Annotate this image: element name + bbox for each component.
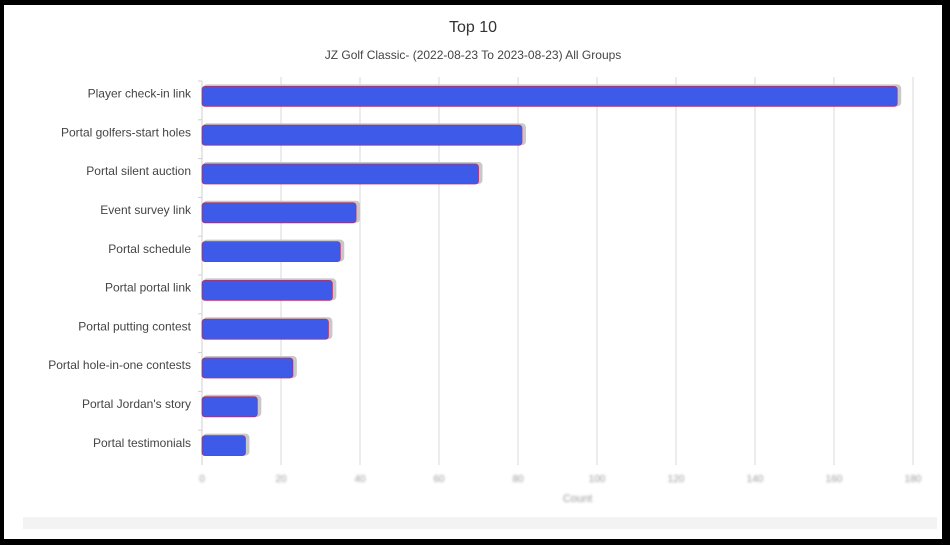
- x-tick-label: 60: [433, 474, 445, 485]
- x-tick-label: 160: [826, 474, 843, 485]
- x-tick-label: 180: [905, 474, 922, 485]
- x-tick-label: 40: [354, 474, 366, 485]
- bar-chart: 0 20 40 60 80 100 120 140 160 180 Player check-in …: [48, 77, 922, 505]
- y-category-label: Player check-in link: [88, 87, 192, 101]
- y-category-label: Portal testimonials: [93, 436, 191, 450]
- y-category-label: Portal putting contest: [78, 319, 191, 333]
- y-category-label: Portal portal link: [105, 281, 192, 295]
- bar: [201, 124, 523, 146]
- bar: [201, 86, 898, 107]
- bar: [201, 163, 479, 185]
- y-category-label: Portal hole-in-one contests: [48, 358, 191, 372]
- chart-title: Top 10: [448, 19, 498, 36]
- x-tick-label: 0: [199, 474, 205, 485]
- bar: [201, 318, 329, 340]
- chart-panel: Top 10 JZ Golf Classic- (2022-08-23 To 2…: [4, 5, 942, 539]
- x-tick-label: 80: [512, 474, 524, 485]
- y-category-label: Event survey link: [100, 203, 192, 217]
- bar: [201, 435, 246, 457]
- y-category-label: Portal schedule: [108, 242, 191, 256]
- bar: [201, 357, 294, 379]
- bar: [201, 279, 333, 301]
- y-category-label: Portal Jordan's story: [82, 397, 191, 411]
- bar: [201, 202, 357, 224]
- x-tick-label: 20: [275, 474, 287, 485]
- chart-subtitle: JZ Golf Classic- (2022-08-23 To 2023-08-…: [324, 48, 622, 62]
- bar: [201, 396, 258, 418]
- x-tick-label: 120: [668, 474, 685, 485]
- y-category-label: Portal golfers-start holes: [61, 125, 191, 139]
- x-tick-label: 100: [589, 474, 606, 485]
- chart-footer-bar: [23, 517, 937, 529]
- x-axis-title: Count: [563, 493, 592, 505]
- x-tick-label: 140: [747, 474, 764, 485]
- bar: [201, 241, 341, 263]
- y-category-label: Portal silent auction: [86, 164, 191, 178]
